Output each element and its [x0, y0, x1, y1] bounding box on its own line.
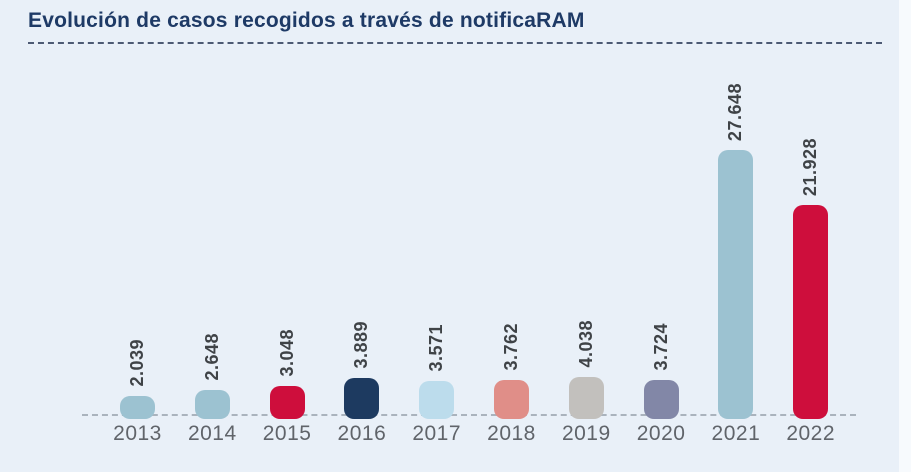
bar-2018: [494, 380, 529, 419]
bar-2019: [568, 377, 604, 419]
bar-value-label-2016: 3.889: [351, 321, 372, 369]
bar-value-label-2015: 3.048: [276, 329, 297, 377]
bar-value-label-2022: 21.928: [800, 137, 821, 196]
bar-2014: [194, 390, 230, 419]
chart-title: Evolución de casos recogidos a través de…: [28, 9, 585, 32]
bar-column-2019: 4.038: [549, 0, 624, 419]
x-tick-label-2018: 2018: [487, 422, 536, 445]
x-tick-label-2015: 2015: [262, 422, 312, 445]
bar-2015: [269, 386, 305, 419]
bar-2020: [643, 380, 679, 419]
bar-value-label-2021: 27.648: [725, 82, 746, 141]
bar-column-2022: 21.928: [773, 0, 848, 419]
x-tick-label-2019: 2019: [561, 422, 611, 445]
bar-column-2020: 3.724: [624, 0, 699, 419]
bar-2021: [718, 150, 754, 419]
axis-baseline: [82, 414, 856, 416]
bar-value-label-2020: 3.724: [650, 323, 671, 371]
x-tick-label-2022: 2022: [786, 422, 836, 445]
bar-column-2016: 3.889: [324, 0, 399, 419]
bar-value-label-2013: 2.039: [127, 339, 147, 387]
x-tick-label-2017: 2017: [412, 422, 462, 445]
bar-column-2018: 3.762: [474, 0, 549, 419]
bar-column-2013: 2.039: [100, 0, 175, 419]
bar-value-label-2018: 3.762: [501, 323, 521, 371]
bar-value-label-2014: 2.648: [201, 333, 222, 381]
bar-2013: [120, 396, 155, 419]
x-tick-label-2021: 2021: [711, 422, 761, 445]
bar-2017: [419, 381, 455, 419]
x-tick-label-2016: 2016: [337, 422, 387, 445]
bar-value-label-2017: 3.571: [426, 324, 447, 372]
x-tick-label-2020: 2020: [636, 422, 686, 445]
x-tick-label-2014: 2014: [187, 422, 237, 445]
chart-header: Evolución de casos recogidos a través de…: [28, 8, 882, 44]
x-tick-label-2013: 2013: [113, 422, 162, 445]
bar-value-label-2019: 4.038: [575, 320, 596, 368]
bar-column-2017: 3.571: [399, 0, 474, 419]
bar-column-2014: 2.648: [175, 0, 250, 419]
bar-2016: [344, 378, 380, 419]
bar-2022: [793, 205, 829, 419]
bar-column-2021: 27.648: [698, 0, 773, 419]
page-edge-strip: [899, 0, 911, 472]
bar-column-2015: 3.048: [250, 0, 325, 419]
